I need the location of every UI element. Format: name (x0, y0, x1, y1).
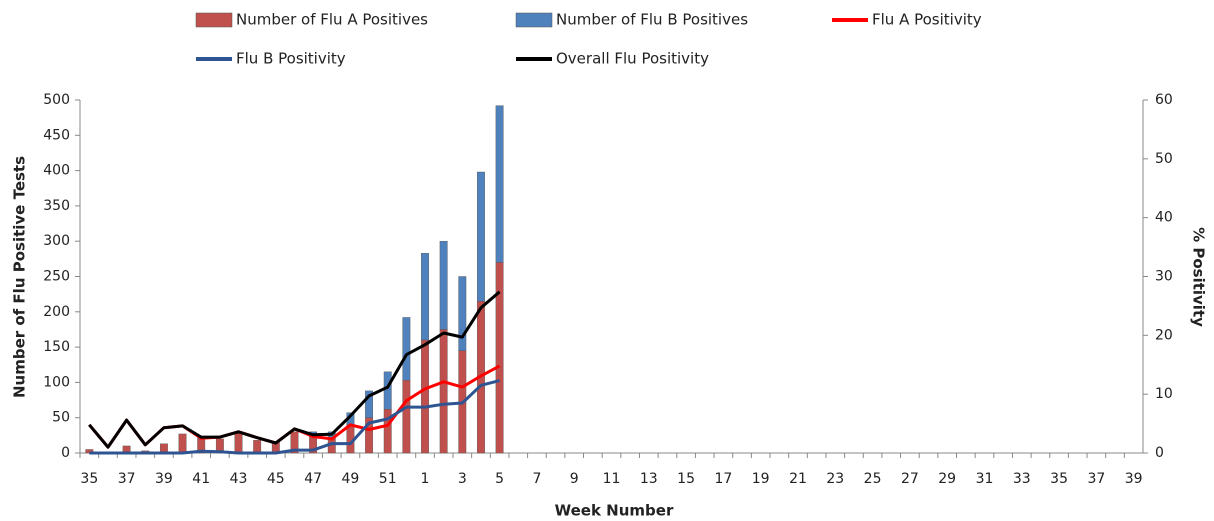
bar (458, 276, 467, 351)
legend-text: Overall Flu Positivity (556, 50, 709, 68)
x-tick-label: 15 (677, 471, 695, 487)
bar (253, 440, 262, 454)
bar (495, 105, 504, 263)
x-tick-label: 13 (640, 471, 658, 487)
bar (178, 433, 187, 454)
bar (477, 171, 485, 302)
legend-text: Flu B Positivity (236, 50, 346, 68)
y-axis-title: Number of Flu Positive Tests (11, 156, 29, 398)
x-tick-label: 49 (341, 471, 359, 487)
y2-tick-label: 50 (1155, 151, 1173, 167)
x-tick-label: 43 (230, 471, 248, 487)
y2-axis-title: % Positivity (1190, 227, 1208, 327)
x-tick-label: 39 (1125, 471, 1143, 487)
bar (495, 262, 504, 454)
bar (439, 240, 448, 330)
x-tick-label: 35 (1050, 471, 1068, 487)
x-tick-label: 29 (938, 471, 956, 487)
bar (439, 329, 448, 454)
bar (383, 371, 392, 410)
line (89, 379, 500, 455)
y-tick-label: 450 (43, 127, 70, 143)
x-tick-label: 47 (304, 471, 322, 487)
y2-tick-label: 30 (1155, 269, 1173, 285)
bar (290, 431, 299, 454)
y-tick-label: 400 (43, 163, 70, 179)
x-tick-label: 39 (155, 471, 173, 487)
y-tick-label: 200 (43, 304, 70, 320)
x-tick-label: 23 (826, 471, 844, 487)
y-tick-label: 250 (43, 269, 70, 285)
x-tick-label: 19 (752, 471, 770, 487)
bar (421, 339, 429, 454)
x-tick-label: 37 (1087, 471, 1105, 487)
legend-swatch (515, 12, 553, 28)
y-tick-label: 50 (52, 410, 70, 426)
x-tick-label: 1 (421, 471, 430, 487)
y2-tick-label: 0 (1155, 445, 1164, 461)
x-tick-label: 7 (532, 471, 541, 487)
y2-tick-label: 20 (1155, 327, 1173, 343)
x-tick-label: 3 (458, 471, 467, 487)
x-tick-label: 27 (901, 471, 919, 487)
x-tick-label: 25 (864, 471, 882, 487)
bar (234, 433, 243, 454)
x-tick-label: 31 (976, 471, 994, 487)
x-tick-label: 37 (118, 471, 136, 487)
y2-tick-label: 40 (1155, 210, 1173, 226)
x-tick-label: 45 (267, 471, 285, 487)
x-tick-label: 17 (714, 471, 732, 487)
legend-text: Number of Flu A Positives (236, 11, 428, 29)
y-tick-label: 100 (43, 374, 70, 390)
x-axis-title: Week Number (555, 502, 674, 520)
y-tick-label: 300 (43, 233, 70, 249)
x-tick-label: 35 (80, 471, 98, 487)
x-tick-label: 33 (1013, 471, 1031, 487)
y2-tick-label: 60 (1155, 92, 1173, 108)
x-tick-label: 9 (570, 471, 579, 487)
x-tick-label: 41 (192, 471, 210, 487)
x-tick-label: 5 (495, 471, 504, 487)
bar (402, 380, 411, 454)
bar (402, 317, 411, 381)
legend-text: Number of Flu B Positives (556, 11, 748, 29)
legend-text: Flu A Positivity (872, 11, 982, 29)
line (88, 290, 501, 449)
legend-swatch (195, 12, 233, 28)
y-tick-label: 150 (43, 339, 70, 355)
y2-tick-label: 10 (1155, 386, 1173, 402)
x-tick-label: 21 (789, 471, 807, 487)
bar (365, 390, 373, 418)
y-tick-label: 350 (43, 198, 70, 214)
x-tick-label: 11 (603, 471, 621, 487)
bar (421, 253, 429, 341)
y-tick-label: 500 (43, 92, 70, 108)
y-tick-label: 0 (61, 445, 70, 461)
x-tick-label: 51 (379, 471, 397, 487)
